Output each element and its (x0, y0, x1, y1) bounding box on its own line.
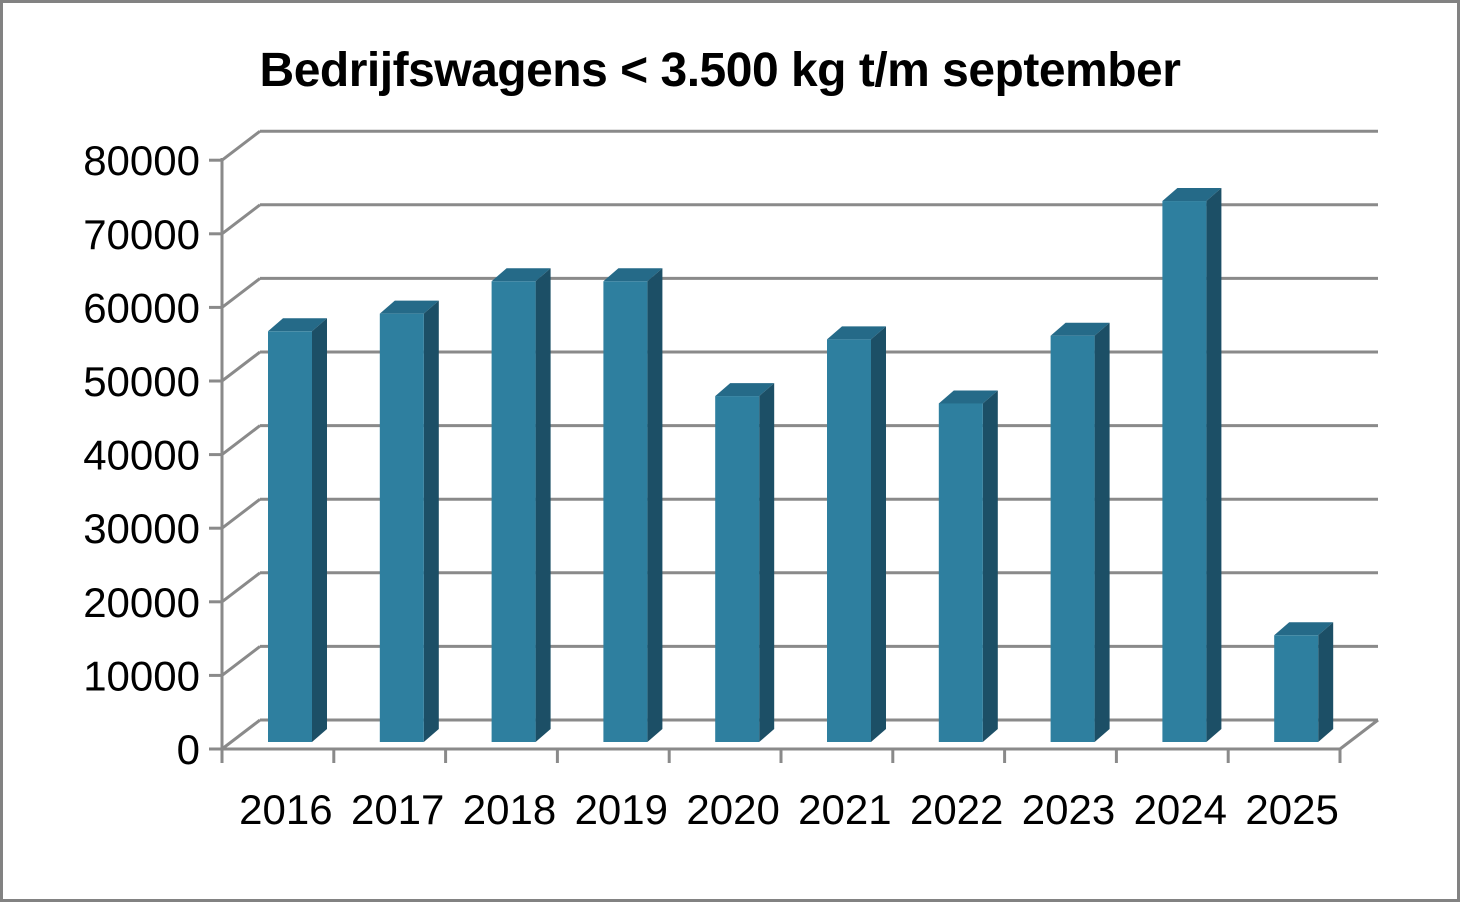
y-tick-label: 40000 (83, 432, 200, 479)
y-tick-label: 20000 (83, 579, 200, 626)
x-tick-label: 2017 (351, 786, 444, 833)
x-tick-label: 2021 (798, 786, 891, 833)
grid-depth-connector (221, 350, 261, 383)
x-tick-label: 2018 (463, 786, 556, 833)
bar-2019 (603, 281, 648, 742)
bar-2022 (938, 403, 983, 742)
y-tick-label: 0 (177, 726, 200, 773)
chart-title: Bedrijfswagens < 3.500 kg t/m september (259, 44, 1181, 97)
x-tick-label: 2016 (239, 786, 332, 833)
bar-chart-canvas: 0 10000 20000 30000 40000 50000 60000 70000 8000… (83, 129, 1379, 833)
y-tick-label: 80000 (83, 137, 200, 184)
bar-top-2018 (491, 268, 551, 282)
bar-side-2019 (647, 268, 663, 742)
bar-top-2022 (938, 390, 998, 404)
bar-top-2016 (268, 318, 327, 332)
bar-top-2025 (1274, 622, 1334, 636)
x-tick-label: 2025 (1245, 786, 1338, 833)
bar-top-2020 (715, 383, 775, 397)
bar-2017 (379, 313, 424, 742)
y-tick-label: 60000 (83, 284, 200, 331)
floor-right-edge (1339, 718, 1379, 751)
bar-top-2021 (827, 326, 886, 340)
y-tick-label: 70000 (83, 211, 200, 258)
x-tick-label: 2023 (1022, 786, 1115, 833)
bar-side-2020 (759, 383, 775, 742)
x-tick-label: 2022 (910, 786, 1003, 833)
y-tick-label: 50000 (83, 358, 200, 405)
bar-2018 (491, 281, 536, 742)
bar-2020 (715, 396, 760, 742)
bar-top-2023 (1050, 322, 1110, 336)
y-tick-label: 30000 (83, 505, 200, 552)
bar-2025 (1274, 635, 1319, 742)
grid-depth-connector (221, 498, 261, 530)
bar-2016 (268, 331, 312, 742)
grid-depth-connector (221, 424, 261, 456)
y-tick-label: 10000 (83, 652, 200, 699)
bar-side-2022 (982, 390, 998, 742)
bar-2023 (1050, 335, 1095, 742)
bar-side-2021 (871, 326, 886, 742)
x-tick-label: 2024 (1134, 786, 1227, 833)
grid-depth-connector (221, 203, 261, 235)
bar-side-2017 (423, 300, 439, 742)
grid-depth-connector (221, 718, 261, 751)
grid-depth-connector (221, 645, 261, 677)
grid-depth-connector (221, 130, 261, 162)
grid-depth-connector (221, 571, 261, 603)
bar-side-2024 (1206, 188, 1222, 743)
bar-top-2019 (603, 268, 663, 282)
x-tick-label: 2019 (575, 786, 668, 833)
bar-side-2025 (1318, 622, 1334, 742)
bar-2021 (827, 339, 871, 742)
grid-depth-connector (221, 277, 261, 309)
x-tick-label: 2020 (686, 786, 779, 833)
bar-side-2018 (535, 268, 551, 742)
bar-top-2024 (1162, 188, 1222, 202)
bar-top-2017 (379, 300, 439, 314)
bar-2024 (1162, 201, 1207, 743)
bar-side-2023 (1094, 322, 1110, 742)
bar-side-2016 (312, 318, 327, 742)
